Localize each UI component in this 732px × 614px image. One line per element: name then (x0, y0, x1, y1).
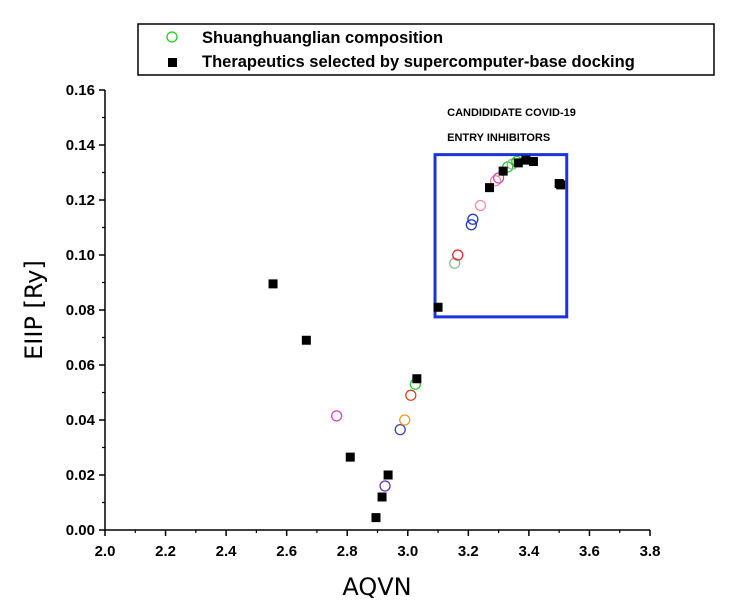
data-point-circle (474, 199, 487, 212)
y-axis-title: EIIP [Ry] (20, 260, 48, 360)
candidate-region-box (433, 153, 569, 319)
data-point-square (412, 374, 422, 384)
y-tick-label: 0.12 (66, 192, 95, 209)
y-tick-label: 0.08 (66, 302, 95, 319)
x-tick-label: 2.2 (155, 543, 176, 560)
y-tick-label: 0.04 (66, 412, 96, 429)
data-point-square (301, 335, 311, 345)
data-point-square (485, 183, 495, 193)
x-tick-label: 2.6 (276, 543, 297, 560)
legend-marker-square (168, 58, 177, 67)
annotation-line-1: CANDIDIDATE COVID-19 (447, 107, 576, 119)
data-point-circle (465, 219, 478, 231)
data-point-square (513, 158, 523, 168)
y-tick-label: 0.10 (66, 247, 95, 264)
x-axis-title: AQVN (342, 573, 411, 601)
legend-label-shuanghuanglian: Shuanghuanglian composition (202, 29, 443, 47)
data-point-square (345, 452, 355, 462)
data-point-square (556, 180, 566, 190)
legend: Shuanghuanglian composition Therapeutics… (137, 23, 715, 76)
x-tick-label: 2.8 (337, 543, 358, 560)
x-tick-label: 2.4 (216, 543, 238, 560)
legend-frame (137, 23, 715, 76)
data-point-square (528, 157, 538, 166)
data-point-square (383, 470, 393, 480)
legend-label-therapeutics: Therapeutics selected by supercomputer-b… (202, 53, 635, 71)
data-point-circle (492, 172, 505, 184)
data-point-circle (330, 410, 343, 422)
data-point-square (268, 279, 278, 289)
x-ticks: 2.0 2.2 2.4 2.6 2.8 3.0 3.2 3.4 3.6 3.8 (95, 530, 661, 560)
y-tick-label: 0.16 (66, 82, 95, 99)
annotation: CANDIDIDATE COVID-19 ENTRY INHIBITORS (433, 107, 576, 319)
data-point-circle (394, 423, 406, 436)
annotation-line-2: ENTRY INHIBITORS (447, 132, 550, 144)
data-point-square (371, 513, 381, 523)
y-tick-label: 0.02 (66, 467, 95, 484)
y-tick-label: 0.00 (66, 522, 95, 539)
data-point-circle (452, 249, 464, 261)
x-tick-label: 3.0 (397, 543, 418, 560)
data-point-square (433, 302, 443, 312)
data-point-circle (379, 480, 391, 492)
data-point-circle (467, 213, 479, 225)
data-point-square (377, 492, 387, 502)
x-tick-label: 3.6 (579, 543, 600, 560)
axes: 2.0 2.2 2.4 2.6 2.8 3.0 3.2 3.4 3.6 3.8 0.000.020… (20, 82, 660, 601)
legend-marker-circle (166, 31, 178, 43)
y-tick-label: 0.06 (66, 357, 95, 374)
data-point-square (498, 166, 508, 176)
y-tick-label: 0.14 (66, 137, 96, 154)
data-point-circle (405, 389, 417, 401)
data-point-circle (399, 414, 411, 426)
data-point-circle (489, 175, 502, 187)
x-tick-label: 2.0 (95, 543, 116, 560)
data-point-square (521, 155, 531, 165)
x-tick-label: 3.8 (640, 543, 661, 560)
y-ticks: 0.00 0.02 0.04 0.06 0.08 0.10 0.12 0.14 0.16 (66, 82, 105, 539)
x-tick-label: 3.4 (518, 543, 540, 560)
x-tick-label: 3.2 (458, 543, 479, 560)
series-therapeutics (268, 155, 566, 523)
